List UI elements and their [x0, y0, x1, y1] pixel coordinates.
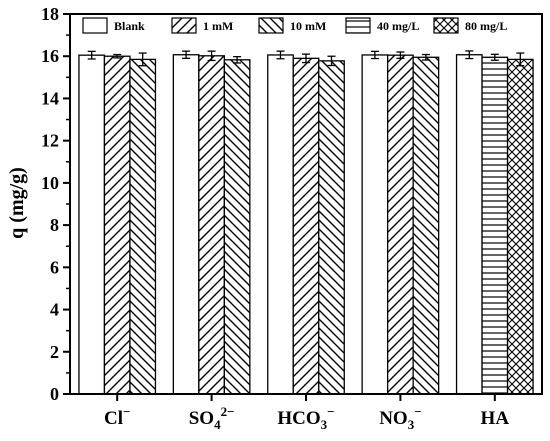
- bar: [506, 58, 534, 395]
- x-axis-categories: Cl− SO42− HCO3− NO3− HA: [104, 394, 509, 432]
- y-tick-label: 4: [50, 300, 59, 320]
- legend-label: 10 mM: [290, 19, 326, 33]
- y-tick-label: 10: [41, 173, 59, 193]
- legend-label: 1 mM: [203, 19, 233, 33]
- y-tick-label: 8: [50, 215, 59, 235]
- legend-swatch: [345, 17, 371, 34]
- x-tick-label: SO42−: [189, 404, 235, 432]
- y-tick-label: 14: [41, 88, 59, 108]
- x-tick-label: Cl−: [104, 404, 130, 429]
- legend-swatch: [258, 17, 284, 34]
- bar: [172, 54, 200, 395]
- bar: [481, 56, 509, 395]
- bar: [267, 54, 294, 395]
- bar: [412, 56, 440, 395]
- legend-label: Blank: [114, 19, 145, 33]
- bar: [386, 54, 414, 395]
- y-axis-title: q (mg/g): [6, 167, 28, 239]
- legend: Blank 1 mM 10 mM 40 mg/L 80 mg/L: [82, 17, 507, 34]
- legend-label: 40 mg/L: [377, 19, 419, 33]
- bar: [455, 54, 483, 395]
- bar: [198, 55, 226, 395]
- y-tick-label: 16: [41, 46, 59, 66]
- bar: [78, 54, 106, 395]
- legend-swatch: [82, 17, 108, 34]
- bar: [129, 58, 157, 395]
- y-tick-label: 12: [41, 131, 59, 151]
- legend-swatch: [171, 17, 197, 34]
- bar: [223, 59, 251, 395]
- y-tick-label: 6: [50, 257, 59, 277]
- legend-label: 80 mg/L: [465, 19, 507, 33]
- y-axis-ticks: 0 2 4 6 8 10 12 14 16 18: [41, 4, 70, 404]
- plot-frame: [69, 13, 543, 395]
- x-tick-label: NO3−: [379, 404, 421, 432]
- legend-swatch: [433, 17, 459, 34]
- y-tick-label: 18: [41, 4, 59, 24]
- bar: [318, 60, 345, 395]
- y-tick-label: 2: [50, 342, 59, 362]
- x-tick-label: HA: [481, 408, 510, 429]
- bars: [78, 50, 534, 395]
- y-tick-label: 0: [50, 384, 59, 404]
- bar: [361, 54, 389, 395]
- bar: [103, 55, 131, 395]
- x-tick-label: HCO3−: [277, 404, 334, 432]
- bar: [292, 57, 320, 395]
